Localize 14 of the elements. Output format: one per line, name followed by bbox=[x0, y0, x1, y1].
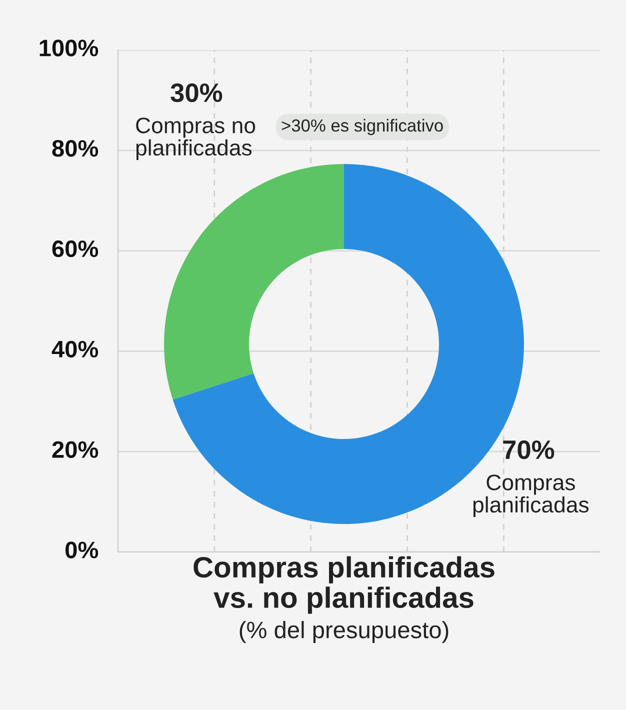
text: Compras planificadas vs. no planificadas bbox=[194, 556, 494, 614]
text: 60% bbox=[52, 240, 98, 258]
text: >30% es significativo bbox=[282, 118, 443, 136]
text: (% del presupuesto) bbox=[240, 620, 448, 644]
data-label: 30% bbox=[170, 83, 222, 102]
text: 80% bbox=[52, 140, 98, 157]
text: 40% bbox=[52, 340, 98, 358]
text: 0% bbox=[66, 542, 98, 558]
text: 20% bbox=[52, 441, 98, 458]
text: 100% bbox=[40, 40, 98, 56]
data-label: 70% bbox=[503, 440, 554, 460]
donut-slice bbox=[164, 164, 344, 400]
slice-label: Compras planificadas bbox=[473, 474, 589, 518]
slice-label: Compras no planificadas bbox=[136, 118, 256, 160]
